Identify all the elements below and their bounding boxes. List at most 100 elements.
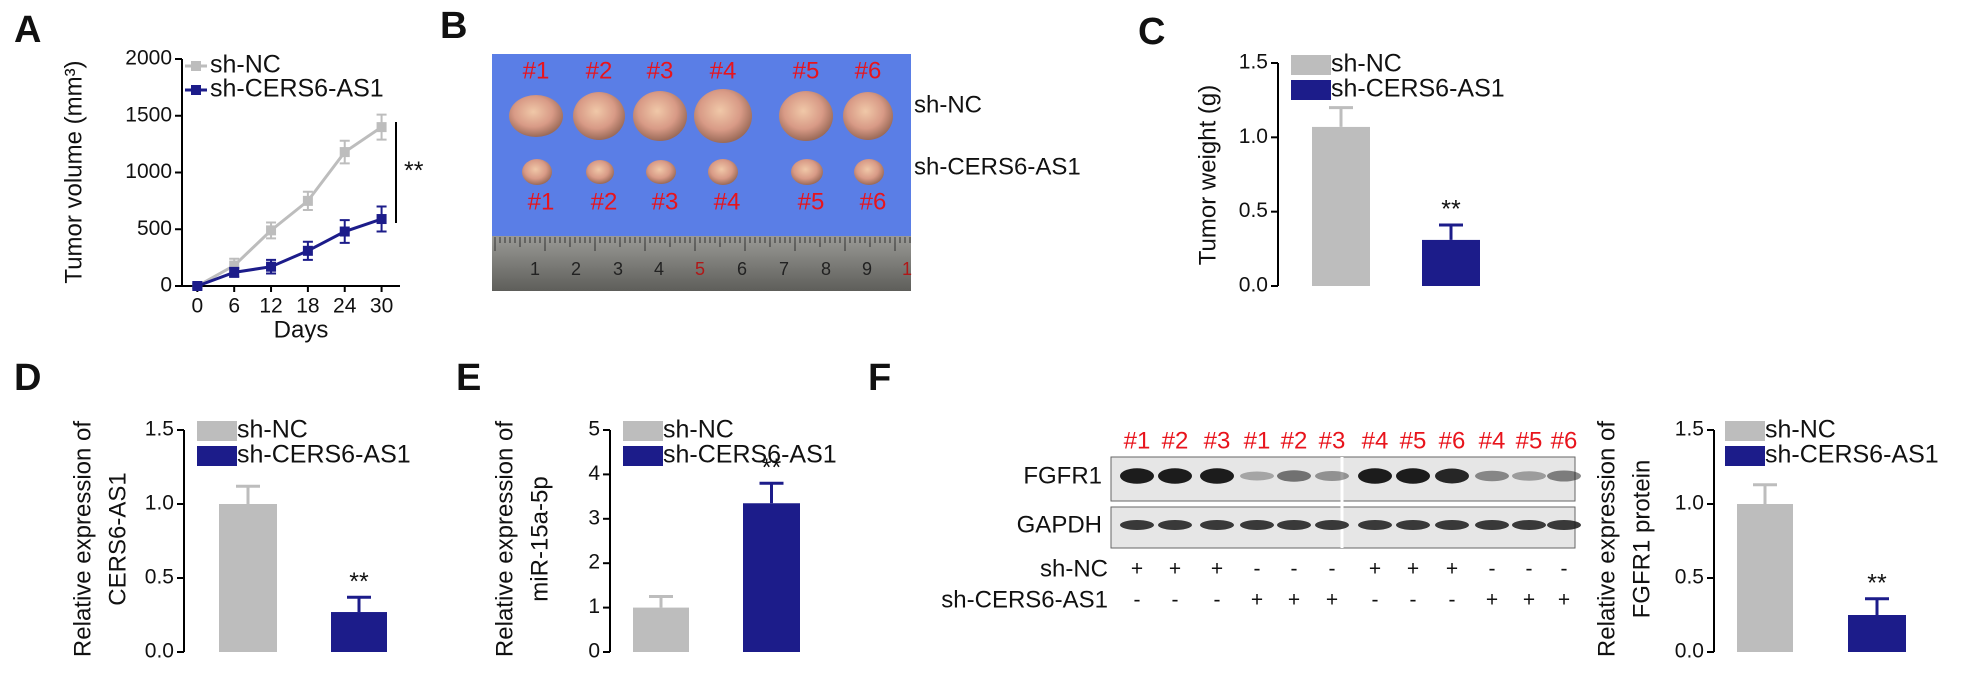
treatment-mark: + (1523, 589, 1535, 612)
lane-label: #6 (1551, 427, 1578, 454)
point (339, 226, 350, 237)
tumor-label: #3 (652, 188, 679, 215)
y-tick-label: 0.5 (1675, 566, 1704, 589)
tumor (573, 92, 625, 140)
band (1315, 520, 1349, 530)
tumor-label: #5 (793, 57, 820, 84)
panel-letter: A (14, 9, 41, 51)
x-tick-label: 0 (192, 295, 204, 318)
y-tick-label: 0 (160, 274, 172, 297)
y-tick-label: 5 (588, 418, 600, 441)
error-bar (1329, 106, 1353, 127)
treatment-mark: - (1329, 558, 1336, 581)
bar (331, 612, 387, 652)
treatment-mark: + (1288, 589, 1300, 612)
y-axis-label: Relative expression of (491, 421, 518, 657)
tumor-label: #4 (714, 188, 741, 215)
y-tick-label: 0.5 (1239, 199, 1268, 222)
ruler-number: 6 (737, 259, 747, 279)
band (1358, 468, 1392, 484)
panel-letter: B (440, 5, 467, 47)
y-tick-label: 1.5 (1675, 418, 1704, 441)
tumor (646, 160, 676, 184)
band (1396, 520, 1430, 530)
y-tick-label: 0.0 (1675, 640, 1704, 663)
panel-letter: F (868, 357, 891, 399)
point (302, 195, 313, 206)
ruler-number: 5 (695, 259, 705, 279)
bar (743, 503, 800, 652)
y-axis-label: miR-15a-5p (526, 476, 553, 601)
treatment-mark: - (1134, 589, 1141, 612)
y-axis-label: Tumor volume (mm³) (60, 60, 87, 283)
lane-label: #3 (1204, 427, 1231, 454)
lane-label: #3 (1319, 427, 1346, 454)
error-bar (759, 481, 784, 504)
significance: ** (404, 157, 424, 185)
y-tick-label: 1.0 (1675, 492, 1704, 515)
ruler-number: 1 (530, 259, 540, 279)
western-blot: #1 + - #2 + - #3 + - #1 - + #2 - + #3 - + #4 + - #5 + - #6 + - #4 - +… (941, 427, 1581, 613)
series-line (196, 125, 383, 288)
error-bar (1865, 597, 1889, 615)
legend-swatch (197, 446, 237, 466)
point (302, 245, 313, 256)
panel-letter: E (456, 357, 481, 399)
point (266, 225, 277, 236)
significance: ** (1867, 569, 1887, 597)
lane-label: #6 (1439, 427, 1466, 454)
y-axis-label: Relative expression of (1593, 421, 1620, 657)
band (1158, 520, 1192, 530)
tumor-label: #1 (523, 57, 550, 84)
ruler (492, 236, 911, 291)
x-tick-label: 6 (228, 295, 240, 318)
legend-swatch (1291, 55, 1331, 75)
treatment-mark: - (1489, 558, 1496, 581)
treatment-mark: + (1558, 589, 1570, 612)
lane-label: #1 (1124, 427, 1151, 454)
y-tick-label: 1500 (125, 103, 172, 126)
row-label: sh-CERS6-AS1 (941, 586, 1108, 613)
y-axis-label: FGFR1 protein (1628, 460, 1655, 619)
tumor-label: #2 (586, 57, 613, 84)
legend-swatch (1725, 446, 1765, 466)
protein-label: FGFR1 (1023, 462, 1102, 489)
y-tick-label: 2 (588, 551, 600, 574)
legend-label: sh-NC (1765, 416, 1836, 444)
treatment-mark: - (1214, 589, 1221, 612)
lane-label: #2 (1281, 427, 1308, 454)
y-tick-label: 500 (137, 217, 172, 240)
treatment-mark: + (1486, 589, 1498, 612)
panel-letter: C (1138, 11, 1165, 53)
point (376, 122, 387, 133)
y-tick-label: 1.0 (145, 492, 174, 515)
ruler-number: 9 (862, 259, 872, 279)
x-tick-label: 30 (370, 295, 393, 318)
tumor (509, 95, 563, 137)
band (1547, 520, 1581, 530)
tumor-label: #3 (647, 57, 674, 84)
bar (633, 607, 689, 652)
tumor (791, 159, 823, 185)
series-line (196, 217, 383, 288)
legend-label: sh-NC (237, 416, 308, 444)
treatment-mark: + (1407, 558, 1419, 581)
treatment-mark: + (1211, 558, 1223, 581)
band (1240, 471, 1274, 481)
error-bar (1753, 483, 1777, 504)
tumor-label: #6 (855, 57, 882, 84)
ruler-number: 4 (654, 259, 664, 279)
legend-swatch (1725, 421, 1765, 441)
legend-label: sh-CERS6-AS1 (1765, 441, 1939, 469)
lane-label: #4 (1362, 427, 1389, 454)
band (1435, 468, 1469, 484)
band (1547, 470, 1581, 482)
y-tick-label: 1.5 (145, 418, 174, 441)
panel-letter: D (14, 357, 41, 399)
band (1277, 470, 1311, 482)
lane-label: #1 (1244, 427, 1271, 454)
tumor-label: #5 (798, 188, 825, 215)
treatment-mark: - (1561, 558, 1568, 581)
band (1120, 468, 1154, 484)
